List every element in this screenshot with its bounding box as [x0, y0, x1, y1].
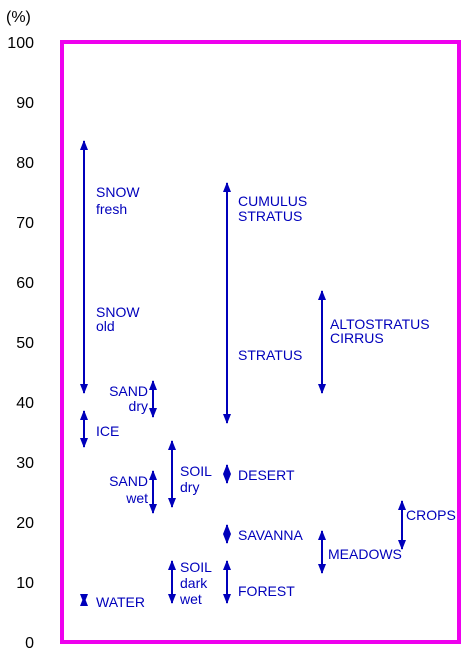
y-tick-label: 70 — [16, 215, 34, 232]
range-mark: MEADOWS — [318, 530, 402, 574]
y-tick-label: 20 — [16, 515, 34, 532]
range-label: STRATUS — [238, 347, 302, 363]
range-marks: SNOWfreshSNOWoldICESANDdrySANDwetSOILdry… — [80, 140, 456, 610]
range-label: SNOW — [96, 304, 140, 320]
range-mark: WATER — [80, 594, 145, 610]
y-tick-label: 10 — [16, 575, 34, 592]
range-label: WATER — [96, 594, 145, 610]
y-axis-ticks: 0 10 20 30 40 50 60 70 80 90 100 — [7, 35, 34, 652]
y-tick-label: 40 — [16, 395, 34, 412]
range-label: DESERT — [238, 467, 295, 483]
range-label: dark — [180, 575, 208, 591]
range-mark: DESERT — [223, 464, 295, 484]
range-label: old — [96, 318, 115, 334]
range-label: SOIL — [180, 559, 212, 575]
range-label: SAVANNA — [238, 527, 303, 543]
range-label: STRATUS — [238, 208, 302, 224]
range-label: SNOW — [96, 184, 140, 200]
range-label: SOIL — [180, 463, 212, 479]
y-tick-label: 30 — [16, 455, 34, 472]
range-label: ICE — [96, 423, 119, 439]
range-label: CIRRUS — [330, 330, 384, 346]
y-tick-label: 50 — [16, 335, 34, 352]
y-tick-label: 100 — [7, 35, 34, 52]
range-label: dry — [129, 398, 148, 414]
range-mark: ICE — [80, 410, 119, 448]
range-label: wet — [179, 591, 202, 607]
y-tick-label: 80 — [16, 155, 34, 172]
range-label: wet — [125, 490, 148, 506]
y-tick-label: 0 — [25, 635, 34, 652]
y-tick-label: 90 — [16, 95, 34, 112]
y-axis-label: (%) — [6, 9, 31, 26]
plot-frame — [60, 40, 461, 644]
range-label: CROPS — [406, 507, 456, 523]
range-mark: STRATUS — [238, 347, 302, 363]
range-label: CUMULUS — [238, 193, 307, 209]
range-label: dry — [180, 479, 199, 495]
range-label: FOREST — [238, 583, 295, 599]
range-label: MEADOWS — [328, 546, 402, 562]
range-label: fresh — [96, 201, 127, 217]
y-tick-label: 60 — [16, 275, 34, 292]
range-label: ALTOSTRATUS — [330, 316, 430, 332]
range-mark: CROPS — [398, 500, 456, 550]
range-label: SAND — [109, 473, 148, 489]
range-mark: SAVANNA — [223, 524, 303, 544]
range-label: SAND — [109, 383, 148, 399]
range-mark: FOREST — [223, 560, 295, 604]
